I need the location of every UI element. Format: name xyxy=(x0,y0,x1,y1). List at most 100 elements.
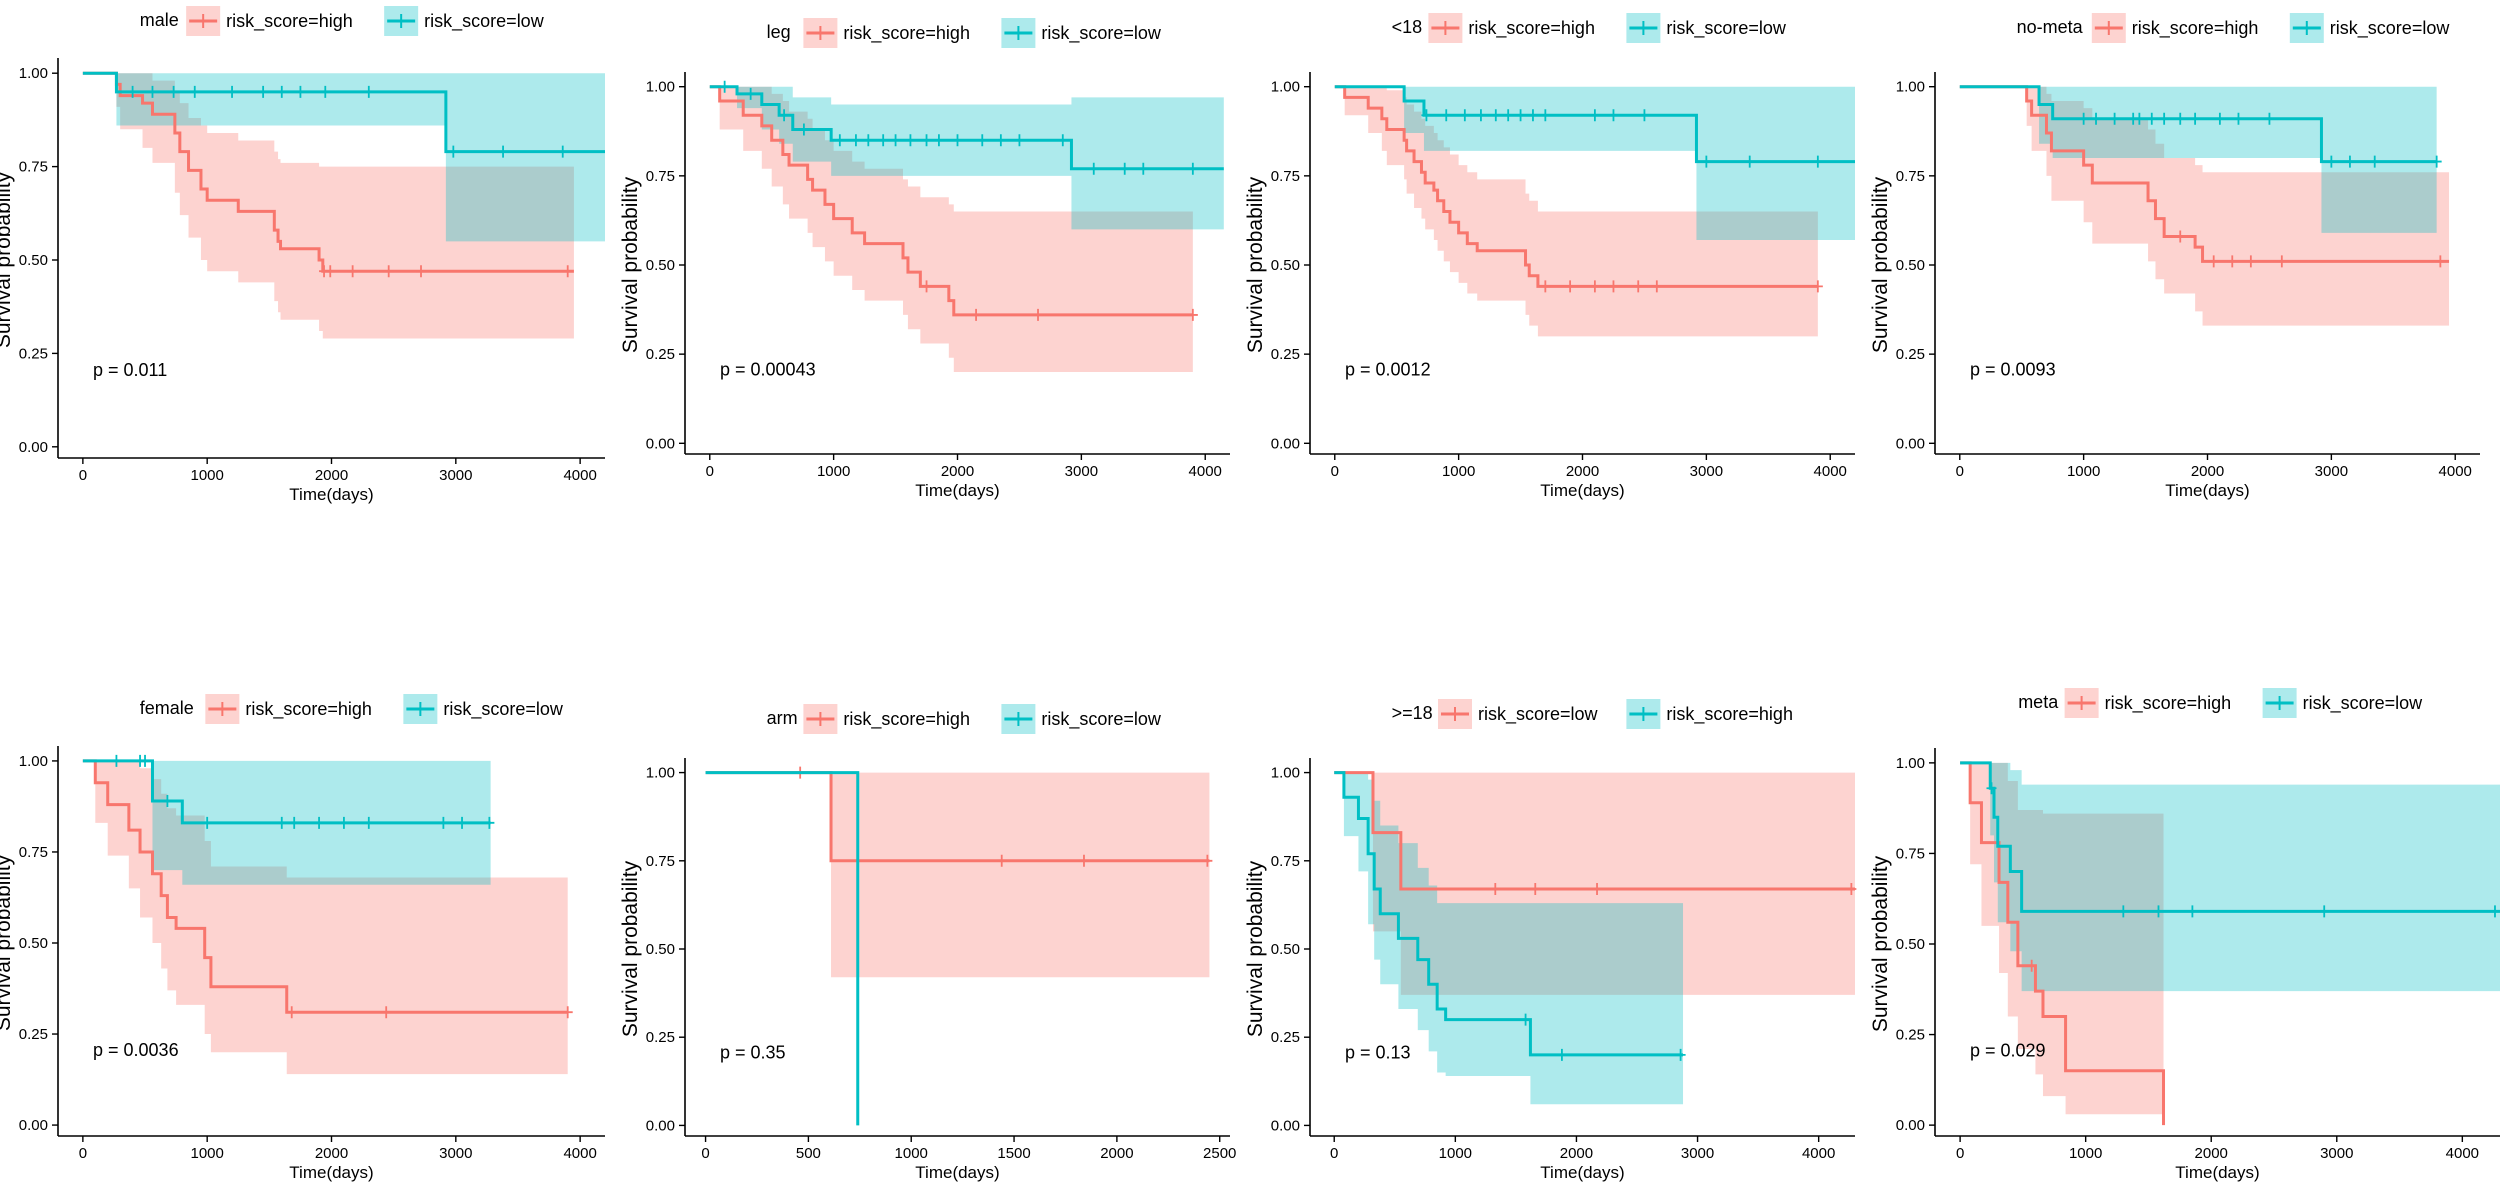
censor-mark xyxy=(2208,255,2219,268)
y-axis-label: Survival probability xyxy=(1244,176,1267,353)
censor-mark xyxy=(1651,280,1662,293)
censor-mark xyxy=(834,134,845,147)
censor-mark xyxy=(996,854,1007,867)
survival-curve xyxy=(1334,85,1855,164)
legend: <18 risk_score=high risk_score=low xyxy=(1392,13,1787,43)
censor-mark xyxy=(798,123,809,136)
panel-under18: 0.00 0.25 0.50 0.75 1.00 0 1000 2000 3000 4000 Tim… xyxy=(1244,13,1855,500)
y-tick-label: 0.50 xyxy=(1896,257,1925,274)
censor-mark xyxy=(416,265,427,278)
x-tick-label: 1000 xyxy=(895,1145,928,1162)
y-tick-label: 0.25 xyxy=(1271,1029,1300,1046)
ci-band-second xyxy=(82,73,605,242)
censor-mark xyxy=(1014,134,1025,147)
x-tick-label: 4000 xyxy=(2439,463,2472,480)
panel-no-meta: 0.00 0.25 0.50 0.75 1.00 0 1000 2000 3000 4000 Tim… xyxy=(1869,13,2480,500)
censor-mark xyxy=(111,754,122,767)
censor-mark xyxy=(1520,1013,1531,1026)
panel-leg: 0.00 0.25 0.50 0.75 1.00 0 1000 2000 3000 4000 Tim… xyxy=(619,18,1230,500)
censor-mark xyxy=(863,134,874,147)
ci-band-first xyxy=(705,772,1210,978)
x-tick-label: 500 xyxy=(796,1145,821,1162)
panel-male: 0.00 0.25 0.50 0.75 1.00 0 1000 2000 3000 4000 Tim… xyxy=(0,6,605,504)
survival-curve xyxy=(1334,85,1818,288)
censor-mark xyxy=(1812,155,1823,168)
censor-mark xyxy=(484,816,495,829)
x-tick-label: 4000 xyxy=(1802,1145,1835,1162)
ci-band-first xyxy=(82,760,568,1075)
x-tick-label: 4000 xyxy=(1189,463,1222,480)
x-tick-label: 1000 xyxy=(1442,463,1475,480)
censor-mark xyxy=(878,134,889,147)
censor-mark xyxy=(2146,112,2157,125)
censor-mark xyxy=(1078,854,1089,867)
y-tick-label: 0.50 xyxy=(1271,941,1300,958)
y-tick-label: 0.50 xyxy=(1271,257,1300,274)
p-value-label: p = 0.029 xyxy=(1970,1040,2046,1060)
y-tick-label: 1.00 xyxy=(1896,755,1925,772)
y-tick-label: 1.00 xyxy=(1896,79,1925,96)
y-axis-label: Survival probability xyxy=(619,860,642,1037)
censor-mark xyxy=(2326,155,2337,168)
censor-mark xyxy=(562,265,573,278)
y-axis-label: Survival probability xyxy=(619,176,642,353)
censor-mark xyxy=(1138,162,1149,175)
y-tick-label: 0.75 xyxy=(1896,168,1925,185)
y-tick-label: 0.50 xyxy=(1896,936,1925,953)
censor-mark xyxy=(498,145,509,158)
censor-mark xyxy=(1088,162,1099,175)
survival-curve xyxy=(1960,761,2500,913)
censor-mark xyxy=(1540,280,1551,293)
censor-mark xyxy=(2344,155,2355,168)
censor-mark xyxy=(363,85,374,98)
x-tick-label: 2000 xyxy=(315,467,348,484)
censor-mark xyxy=(168,85,179,98)
censor-mark xyxy=(1592,883,1603,896)
y-tick-label: 0.25 xyxy=(1896,346,1925,363)
censor-mark xyxy=(2227,255,2238,268)
x-tick-label: 1500 xyxy=(997,1145,1030,1162)
censor-mark xyxy=(2153,905,2164,918)
censor-mark xyxy=(147,85,158,98)
censor-mark xyxy=(933,134,944,147)
y-tick-label: 0.00 xyxy=(1896,1117,1925,1134)
y-tick-label: 0.25 xyxy=(646,1029,675,1046)
censor-mark xyxy=(1701,155,1712,168)
x-tick-label: 0 xyxy=(701,1145,709,1162)
x-tick-label: 0 xyxy=(706,463,714,480)
censor-mark xyxy=(2109,112,2120,125)
legend: leg risk_score=high risk_score=low xyxy=(767,18,1162,48)
censor-mark xyxy=(1540,109,1551,122)
y-tick-label: 0.00 xyxy=(646,1117,675,1134)
legend-entry: risk_score=high xyxy=(2105,693,2232,714)
censor-mark xyxy=(1589,280,1600,293)
y-tick-label: 1.00 xyxy=(1271,79,1300,96)
censor-mark xyxy=(1475,109,1486,122)
censor-mark xyxy=(2233,112,2244,125)
ci-band-first xyxy=(1334,86,1818,337)
censor-mark xyxy=(347,265,358,278)
censor-mark xyxy=(1556,1048,1567,1061)
x-tick-label: 3000 xyxy=(1065,463,1098,480)
censor-mark xyxy=(905,134,916,147)
x-axis-label: Time(days) xyxy=(1540,1163,1624,1182)
censor-mark xyxy=(202,816,213,829)
legend-entry: risk_score=high xyxy=(843,23,970,44)
survival-curve xyxy=(1959,85,2437,164)
censor-mark xyxy=(1608,280,1619,293)
y-tick-label: 0.75 xyxy=(1271,168,1300,185)
legend-entry: risk_score=low xyxy=(1041,709,1162,730)
y-tick-label: 0.75 xyxy=(19,844,48,861)
censor-mark xyxy=(1503,109,1514,122)
y-tick-label: 0.75 xyxy=(646,168,675,185)
survival-curve xyxy=(82,71,574,273)
survival-curve xyxy=(1334,771,1855,891)
x-axis-label: Time(days) xyxy=(915,481,999,500)
x-tick-label: 4000 xyxy=(2446,1145,2479,1162)
legend-title: leg xyxy=(767,22,791,42)
censor-mark xyxy=(779,109,790,122)
legend-entry: risk_score=low xyxy=(424,11,545,32)
legend-entry: risk_score=low xyxy=(2303,693,2424,714)
x-tick-label: 0 xyxy=(79,1145,87,1162)
